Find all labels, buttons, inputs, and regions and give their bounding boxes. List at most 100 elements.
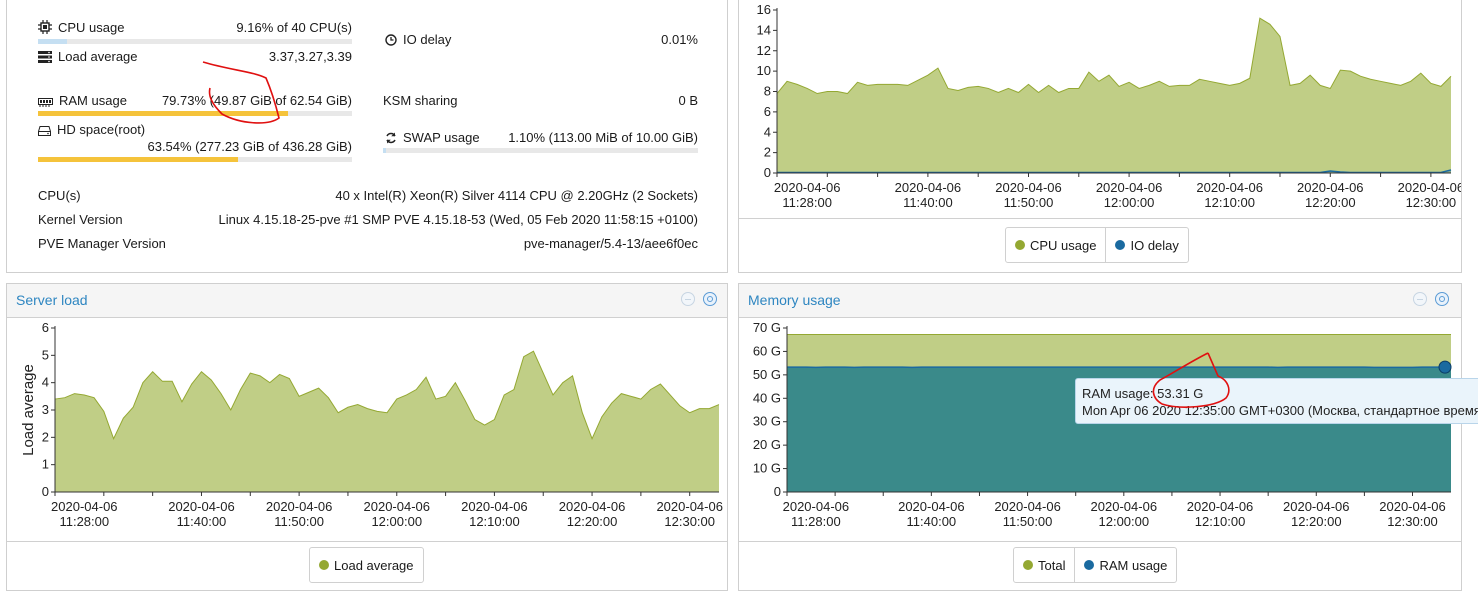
y-tick-label: 2 bbox=[764, 145, 771, 160]
hover-point[interactable] bbox=[1438, 360, 1452, 374]
hd-space-row: HD space(root) 63.54% (277.23 GiB of 436… bbox=[38, 122, 352, 158]
swap-usage-value: 1.10% (113.00 MiB of 10.00 GiB) bbox=[508, 130, 698, 145]
legend-item[interactable]: IO delay bbox=[1105, 228, 1187, 262]
ksm-sharing-row: KSM sharing 0 B bbox=[383, 93, 698, 108]
load-average-row: Load average 3.37,3.27,3.39 bbox=[38, 49, 352, 64]
y-tick-label: 4 bbox=[42, 375, 49, 390]
status-summary-panel: CPU usage 9.16% of 40 CPU(s) Load averag… bbox=[6, 0, 728, 273]
x-tick-label: 2020-04-06 bbox=[895, 180, 962, 195]
y-tick-label: 5 bbox=[42, 347, 49, 362]
x-tick-label: 12:10:00 bbox=[1195, 514, 1246, 529]
series-area bbox=[777, 18, 1451, 174]
x-tick-label: 2020-04-06 bbox=[1283, 499, 1350, 514]
ram-usage-bar-fill bbox=[38, 111, 289, 116]
memory-usage-legend: Total RAM usage bbox=[1013, 547, 1178, 583]
y-tick-label: 16 bbox=[757, 2, 771, 17]
load-average-label: Load average bbox=[58, 49, 138, 64]
collapse-icon[interactable] bbox=[681, 292, 695, 306]
x-tick-label: 12:20:00 bbox=[1305, 195, 1356, 210]
x-tick-label: 11:50:00 bbox=[1003, 514, 1053, 529]
series-line bbox=[776, 17, 1452, 95]
cpu-usage-chart[interactable]: 02468101214162020-04-0611:28:002020-04-0… bbox=[739, 0, 1461, 218]
clock-icon bbox=[385, 34, 397, 46]
server-load-chart[interactable]: 01234562020-04-0611:28:002020-04-0611:40… bbox=[7, 318, 727, 536]
y-tick-label: 30 G bbox=[753, 414, 781, 429]
x-tick-label: 12:00:00 bbox=[1099, 514, 1150, 529]
legend-item[interactable]: RAM usage bbox=[1074, 548, 1176, 582]
server-load-panel: Server load 0 1 2 3 4 5 6 2020-04-06 11:28:00 202… bbox=[6, 283, 728, 591]
cpu-usage-row: CPU usage 9.16% of 40 CPU(s) bbox=[38, 20, 352, 35]
x-tick-label: 2020-04-06 bbox=[994, 499, 1061, 514]
y-tick-label: 10 G bbox=[753, 461, 781, 476]
ram-usage-bar bbox=[38, 111, 352, 116]
swap-usage-bar-fill bbox=[383, 148, 387, 153]
x-tick-label: 2020-04-06 bbox=[1379, 499, 1446, 514]
x-tick-label: 2020-04-06 bbox=[168, 499, 235, 514]
cpu-usage-label: CPU usage bbox=[58, 20, 125, 35]
y-tick-label: 3 bbox=[42, 402, 49, 417]
collapse-icon[interactable] bbox=[1413, 292, 1427, 306]
cpu-icon bbox=[38, 20, 52, 34]
y-tick-label: 20 G bbox=[753, 437, 781, 452]
legend-label: CPU usage bbox=[1030, 237, 1097, 253]
x-tick-label: 11:40:00 bbox=[177, 514, 227, 529]
legend-item[interactable]: CPU usage bbox=[1006, 228, 1105, 262]
io-delay-value: 0.01% bbox=[661, 32, 698, 47]
legend-label: IO delay bbox=[1130, 237, 1179, 253]
y-tick-label: 12 bbox=[757, 43, 771, 58]
y-tick-label: 14 bbox=[757, 22, 771, 37]
x-tick-label: 12:30:00 bbox=[1406, 195, 1457, 210]
legend-item[interactable]: Total bbox=[1014, 548, 1074, 582]
y-tick-label: 50 G bbox=[753, 367, 781, 382]
x-tick-label: 2020-04-06 bbox=[1096, 180, 1163, 195]
y-tick-label: 8 bbox=[764, 84, 771, 99]
legend-label: Total bbox=[1038, 557, 1066, 573]
y-tick-label: 6 bbox=[764, 104, 771, 119]
ram-usage-value: 79.73% (49.87 GiB of 62.54 GiB) bbox=[161, 93, 352, 108]
y-tick-label: 40 G bbox=[753, 390, 781, 405]
kernel-version-label: Kernel Version bbox=[38, 212, 123, 227]
memory-usage-chart[interactable]: 010 G20 G30 G40 G50 G60 G70 G2020-04-061… bbox=[739, 318, 1461, 536]
memory-usage-panel: Memory usage 0 10 G 20 G 30 G 40 G 50 G 60 G 70… bbox=[738, 283, 1462, 591]
x-tick-label: 2020-04-06 bbox=[995, 180, 1062, 195]
ksm-sharing-label: KSM sharing bbox=[383, 93, 458, 108]
hd-space-bar-fill bbox=[38, 157, 238, 162]
io-delay-label: IO delay bbox=[403, 32, 452, 47]
x-tick-label: 12:20:00 bbox=[567, 514, 618, 529]
swap-usage-label: SWAP usage bbox=[403, 130, 480, 145]
legend-item[interactable]: Load average bbox=[310, 548, 423, 582]
swap-usage-bar bbox=[383, 148, 698, 153]
swap-usage-row: SWAP usage 1.10% (113.00 MiB of 10.00 Gi… bbox=[385, 130, 698, 145]
kernel-version-row: Kernel Version Linux 4.15.18-25-pve #1 S… bbox=[38, 212, 698, 227]
x-tick-label: 12:10:00 bbox=[469, 514, 520, 529]
x-tick-label: 2020-04-06 bbox=[364, 499, 431, 514]
series-area bbox=[55, 351, 719, 492]
x-tick-label: 12:30:00 bbox=[1387, 514, 1438, 529]
x-tick-label: 11:50:00 bbox=[274, 514, 324, 529]
y-tick-label: 1 bbox=[42, 457, 49, 472]
chart-tooltip: RAM usage: 53.31 G Mon Apr 06 2020 12:35… bbox=[1075, 378, 1478, 424]
x-tick-label: 11:40:00 bbox=[907, 514, 957, 529]
x-tick-label: 2020-04-06 bbox=[559, 499, 626, 514]
series-line bbox=[54, 350, 720, 441]
x-tick-label: 12:00:00 bbox=[1104, 195, 1155, 210]
legend-dot bbox=[319, 560, 329, 570]
series-line bbox=[777, 169, 1452, 174]
legend-label: RAM usage bbox=[1099, 557, 1168, 573]
x-tick-label: 2020-04-06 bbox=[1398, 180, 1461, 195]
x-tick-label: 12:20:00 bbox=[1291, 514, 1342, 529]
load-average-value: 3.37,3.27,3.39 bbox=[268, 49, 352, 64]
memory-usage-title: Memory usage bbox=[748, 292, 841, 308]
ram-usage-row: RAM usage 79.73% (49.87 GiB of 62.54 GiB… bbox=[38, 93, 352, 108]
settings-icon[interactable] bbox=[703, 292, 717, 306]
y-tick-label: 6 bbox=[42, 320, 49, 335]
y-tick-label: 0 bbox=[42, 484, 49, 499]
y-tick-label: 4 bbox=[764, 124, 771, 139]
x-tick-label: 2020-04-06 bbox=[774, 180, 841, 195]
io-delay-row: IO delay 0.01% bbox=[385, 32, 698, 47]
settings-icon[interactable] bbox=[1435, 292, 1449, 306]
x-tick-label: 11:28:00 bbox=[59, 514, 109, 529]
hd-space-value: 63.54% (277.23 GiB of 436.28 GiB) bbox=[147, 139, 352, 154]
x-tick-label: 12:10:00 bbox=[1204, 195, 1255, 210]
hd-space-label: HD space(root) bbox=[57, 122, 146, 137]
